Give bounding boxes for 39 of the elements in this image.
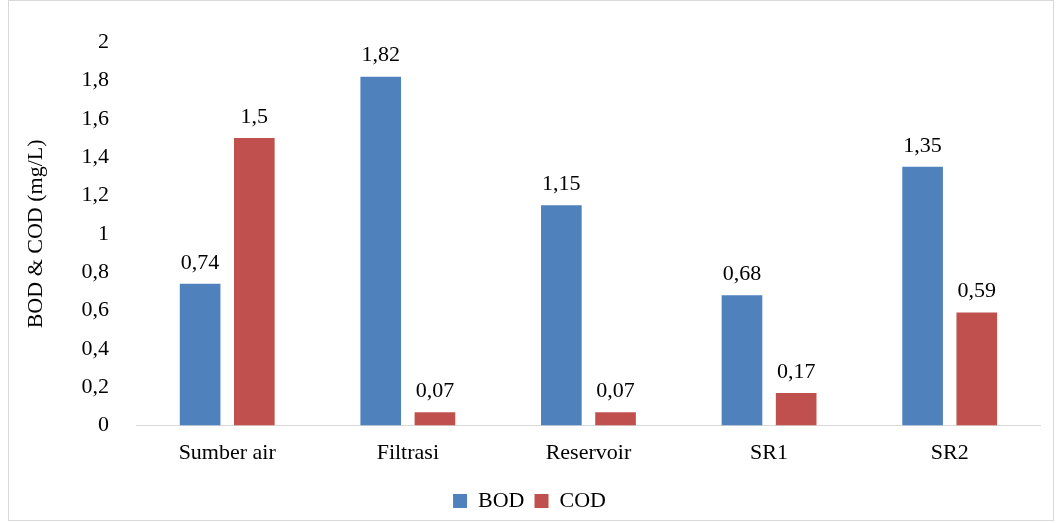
y-tick-label: 2: [97, 27, 109, 53]
data-label: 1,82: [361, 41, 400, 67]
bar: [956, 312, 998, 426]
legend-label: BOD: [478, 486, 525, 512]
x-tick-label: SR1: [750, 438, 789, 464]
y-tick-label: 0,4: [81, 334, 109, 360]
data-label: 1,35: [903, 131, 942, 157]
y-tick-label: 0: [97, 411, 109, 437]
data-label: 0,68: [722, 260, 762, 286]
bar: [414, 412, 456, 426]
bar: [902, 166, 943, 426]
data-label: 0,59: [957, 277, 997, 303]
y-tick-label: 1,6: [81, 104, 109, 130]
bar: [360, 76, 402, 426]
bar: [179, 283, 221, 426]
data-label: 1,5: [240, 102, 269, 128]
bar: [775, 393, 817, 426]
x-tick-label: SR2: [930, 438, 969, 464]
y-tick-label: 1: [97, 219, 109, 245]
y-tick-label: 0,2: [81, 373, 109, 399]
data-label: 1,15: [542, 169, 581, 195]
bar: [541, 205, 582, 426]
legend-label: COD: [559, 486, 606, 512]
y-tick-label: 0,6: [81, 296, 109, 322]
y-tick-label: 1,8: [81, 66, 109, 92]
y-tick-label: 1,2: [81, 181, 109, 207]
bar: [595, 412, 636, 426]
y-tick-label: 1,4: [81, 143, 109, 168]
data-label: 0,74: [180, 248, 220, 274]
data-label: 0,17: [776, 357, 816, 383]
y-tick-label: 0,8: [81, 258, 109, 284]
bar: [721, 295, 763, 426]
x-tick-label: Reservoir: [545, 438, 632, 464]
data-label: 0,07: [415, 376, 455, 402]
x-tick-label: Filtrasi: [376, 438, 439, 464]
x-tick-label: Sumber air: [178, 438, 277, 464]
y-axis-title: BOD & COD (mg/L): [21, 139, 47, 329]
bar: [233, 138, 275, 426]
data-label: 0,07: [596, 376, 635, 402]
